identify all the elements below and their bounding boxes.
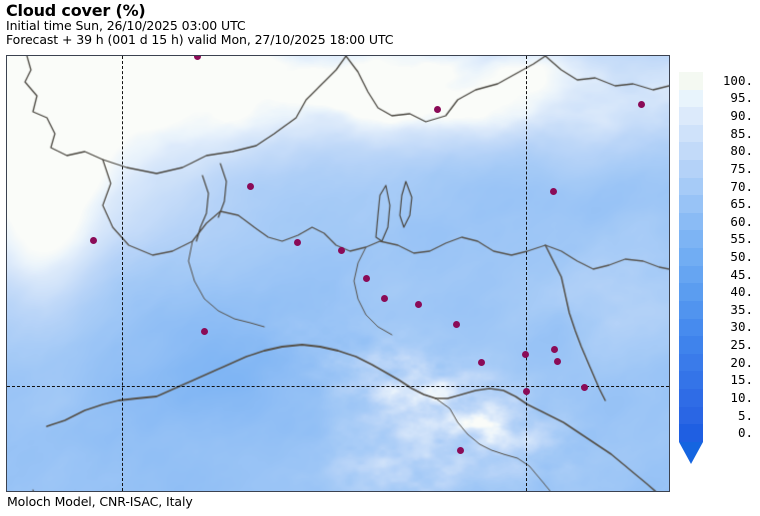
forecast-valid-line: Forecast + 39 h (001 d 15 h) valid Mon, … bbox=[6, 31, 394, 47]
chart-header: Cloud cover (%) Initial time Sun, 26/10/… bbox=[6, 2, 666, 46]
station-marker-dot bbox=[89, 236, 97, 244]
colorbar-tick-label: 70. bbox=[730, 178, 753, 194]
colorbar-swatch bbox=[679, 388, 703, 407]
colorbar-swatch bbox=[679, 336, 703, 354]
colorbar-swatch bbox=[679, 424, 703, 442]
colorbar-gradient bbox=[679, 72, 703, 442]
station-marker-dot bbox=[293, 238, 301, 246]
colorbar-swatch bbox=[679, 89, 703, 108]
colorbar-swatch bbox=[679, 177, 703, 196]
initial-time-line: Initial time Sun, 26/10/2025 03:00 UTC bbox=[6, 18, 246, 33]
colorbar-swatch bbox=[679, 283, 703, 301]
station-marker-dot bbox=[433, 105, 441, 113]
colorbar-tick-label: 20. bbox=[730, 354, 753, 370]
model-attribution: Moloch Model, CNR-ISAC, Italy bbox=[7, 494, 193, 509]
colorbar-min-arrow-icon bbox=[679, 442, 703, 464]
colorbar-tick-label: 85. bbox=[730, 125, 753, 141]
station-marker-dot bbox=[580, 383, 588, 391]
station-marker-dot bbox=[549, 187, 557, 195]
colorbar-swatch bbox=[679, 406, 703, 425]
station-marker-dot bbox=[452, 320, 460, 328]
station-marker-dot bbox=[550, 345, 558, 353]
colorbar-swatch bbox=[679, 72, 703, 90]
colorbar: 100. 95. 90. 85. 80. 75. 70. 65. 60. 55. 50. 45. 40.… bbox=[679, 62, 757, 512]
colorbar-swatch bbox=[679, 371, 703, 389]
station-marker-dot bbox=[362, 274, 370, 282]
station-marker-dot bbox=[637, 100, 645, 108]
station-marker-dot bbox=[380, 294, 388, 302]
colorbar-tick-label: 75. bbox=[730, 160, 753, 176]
weather-map-panel[interactable] bbox=[6, 55, 670, 492]
station-marker-dot bbox=[200, 327, 208, 335]
colorbar-swatch bbox=[679, 142, 703, 161]
colorbar-swatch bbox=[679, 124, 703, 143]
colorbar-tick-label: 50. bbox=[730, 249, 753, 264]
station-marker-dot bbox=[522, 387, 530, 395]
station-marker-dot bbox=[337, 246, 345, 254]
colorbar-swatch bbox=[679, 107, 703, 125]
cloud-cover-field bbox=[7, 56, 669, 491]
colorbar-tick-label: 60. bbox=[730, 213, 753, 229]
colorbar-tick-label: 100. bbox=[722, 72, 753, 88]
colorbar-swatch bbox=[679, 160, 703, 178]
colorbar-tick-label: 90. bbox=[730, 108, 753, 124]
station-marker-dot bbox=[193, 56, 201, 60]
station-marker-dot bbox=[414, 300, 422, 308]
station-marker-dot bbox=[246, 182, 254, 190]
colorbar-tick-label: 45. bbox=[730, 266, 753, 282]
colorbar-tick-label: 95. bbox=[730, 90, 753, 106]
colorbar-tick-label: 30. bbox=[730, 319, 753, 335]
colorbar-swatch bbox=[679, 300, 703, 319]
colorbar-swatch bbox=[679, 230, 703, 249]
colorbar-tick-label: 10. bbox=[730, 389, 753, 405]
colorbar-tick-label: 35. bbox=[730, 301, 753, 317]
colorbar-swatch bbox=[679, 353, 703, 372]
station-marker-dot bbox=[521, 350, 529, 358]
colorbar-swatch bbox=[679, 212, 703, 231]
colorbar-swatch bbox=[679, 318, 703, 337]
colorbar-tick-labels: 100. 95. 90. 85. 80. 75. 70. 65. 60. 55. 50. 45. 40.… bbox=[703, 62, 757, 462]
colorbar-tick-label: 40. bbox=[730, 284, 753, 300]
colorbar-tick-label: 80. bbox=[730, 143, 753, 159]
station-marker-dot bbox=[553, 357, 561, 365]
colorbar-tick-label: 5. bbox=[737, 407, 753, 423]
colorbar-swatch bbox=[679, 248, 703, 266]
colorbar-tick-label: 25. bbox=[730, 337, 753, 353]
colorbar-tick-label: 0. bbox=[737, 425, 753, 441]
colorbar-tick-label: 15. bbox=[730, 372, 753, 388]
station-marker-dot bbox=[456, 446, 464, 454]
colorbar-swatch bbox=[679, 265, 703, 284]
colorbar-swatch bbox=[679, 195, 703, 213]
page-title: Cloud cover (%) bbox=[6, 1, 146, 20]
station-marker-dot bbox=[477, 358, 485, 366]
colorbar-tick-label: 65. bbox=[730, 196, 753, 212]
colorbar-tick-label: 55. bbox=[730, 231, 753, 247]
